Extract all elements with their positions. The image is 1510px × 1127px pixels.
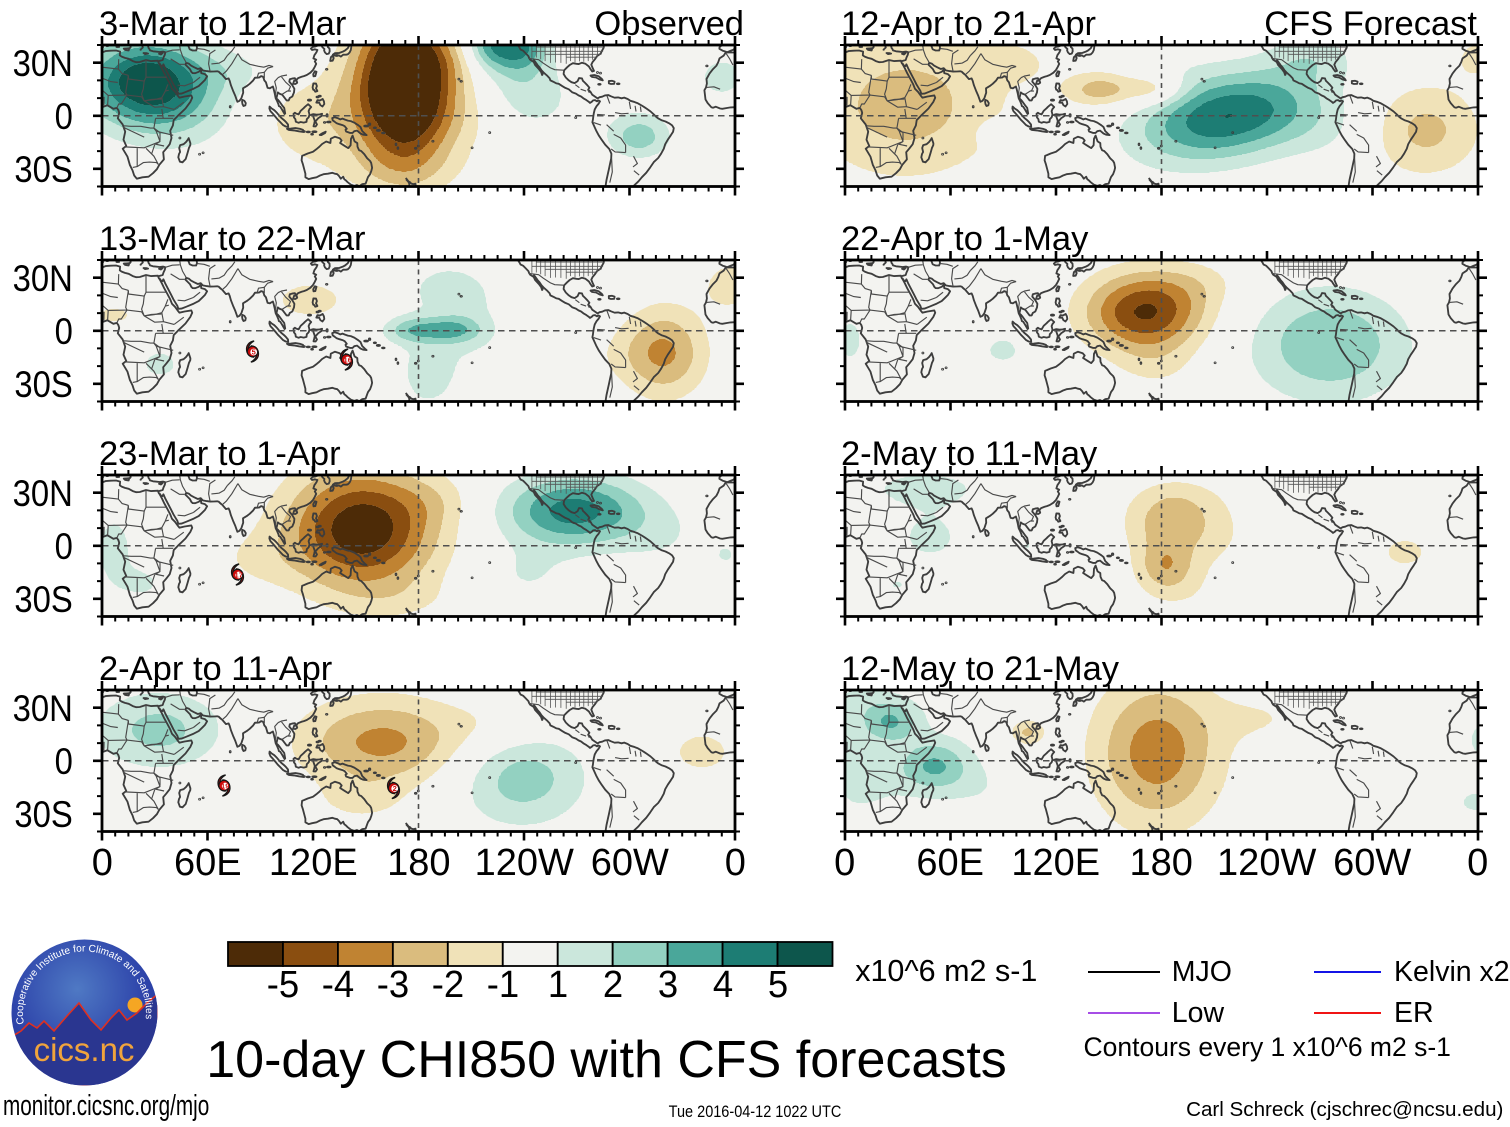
svg-text:19: 19 xyxy=(221,781,229,790)
svg-text:17: 17 xyxy=(235,570,243,579)
svg-text:2: 2 xyxy=(393,784,397,793)
svg-text:5: 5 xyxy=(252,347,256,356)
svg-text:16: 16 xyxy=(344,355,352,364)
svg-text:cics.nc: cics.nc xyxy=(34,1031,135,1068)
